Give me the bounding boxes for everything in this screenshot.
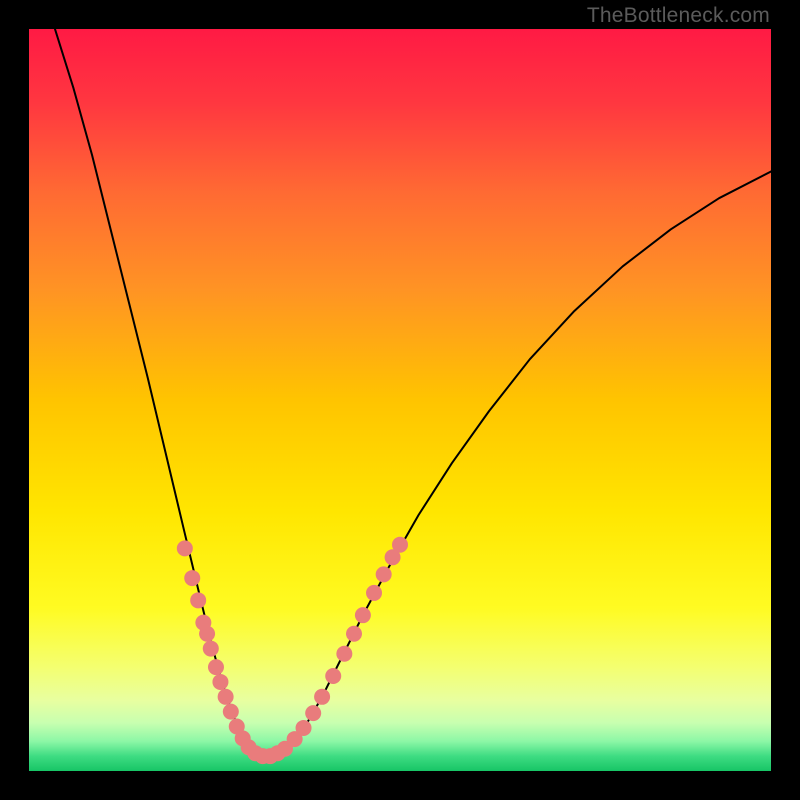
curve-marker [177,540,193,556]
curve-line [55,29,771,758]
curve-marker [305,705,321,721]
curve-marker [190,592,206,608]
curve-marker [199,626,215,642]
curve-marker [336,646,352,662]
curve-marker [218,689,234,705]
curve-marker [366,585,382,601]
curve-marker [376,566,392,582]
curve-marker [208,659,224,675]
curve-marker [223,704,239,720]
plot-area [29,29,771,771]
curve-marker [203,641,219,657]
curve-marker [184,570,200,586]
curve-marker [346,626,362,642]
curve-marker [355,607,371,623]
curve-marker [296,720,312,736]
curve-marker [325,668,341,684]
bottleneck-curve [29,29,771,771]
curve-marker [392,537,408,553]
curve-markers [177,537,408,764]
watermark-text: TheBottleneck.com [587,4,770,28]
curve-marker [212,674,228,690]
curve-marker [314,689,330,705]
